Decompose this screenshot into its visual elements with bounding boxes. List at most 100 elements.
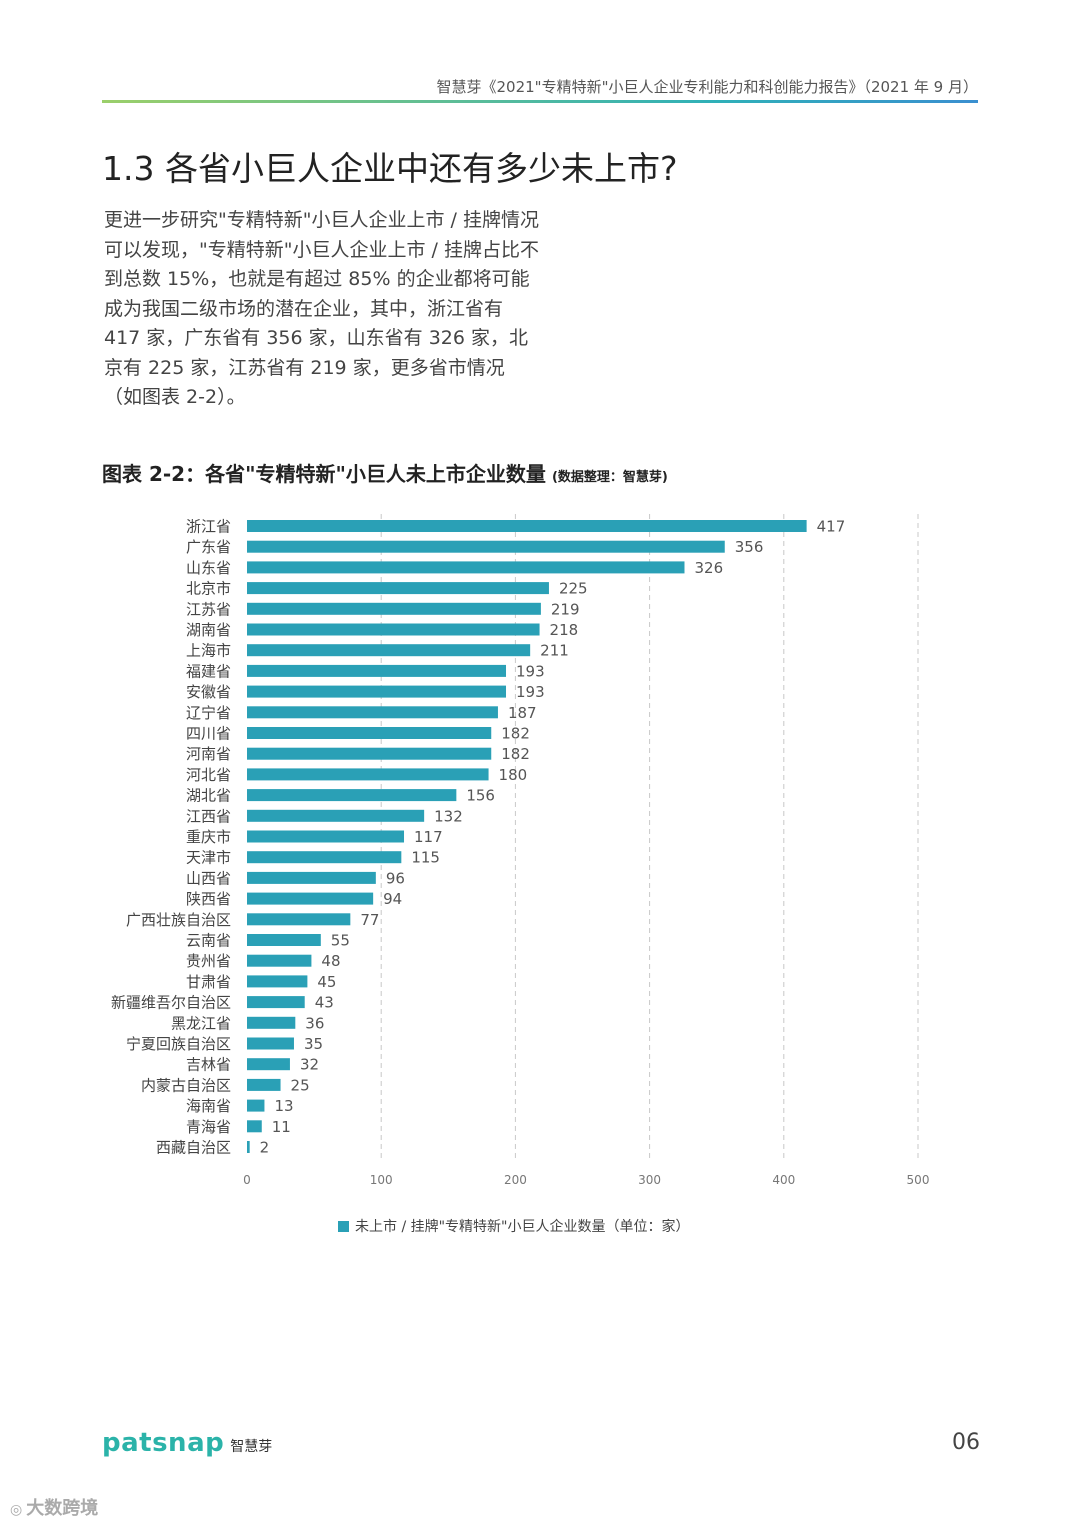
value-label: 48 bbox=[321, 952, 340, 970]
category-label: 广西壮族自治区 bbox=[126, 911, 231, 929]
category-label: 吉林省 bbox=[186, 1056, 231, 1074]
page-number: 06 bbox=[952, 1430, 980, 1455]
category-label: 新疆维吾尔自治区 bbox=[111, 994, 231, 1012]
x-tick-label: 100 bbox=[370, 1173, 393, 1187]
figure-caption-title: 图表 2-2：各省"专精特新"小巨人未上市企业数量 bbox=[102, 462, 546, 486]
bar bbox=[247, 789, 457, 802]
report-header-title: 智慧芽《2021"专精特新"小巨人企业专利能力和科创能力报告》（2021 年 9… bbox=[436, 78, 979, 96]
bar bbox=[247, 520, 807, 532]
value-label: 77 bbox=[360, 911, 379, 929]
value-label: 225 bbox=[559, 580, 588, 598]
category-label: 黑龙江省 bbox=[171, 1014, 231, 1032]
value-label: 219 bbox=[551, 600, 580, 618]
category-label: 陕西省 bbox=[186, 890, 231, 908]
value-label: 182 bbox=[501, 725, 530, 743]
category-label: 山西省 bbox=[186, 869, 231, 887]
figure-source-note: (数据整理：智慧芽) bbox=[551, 470, 668, 485]
category-label: 贵州省 bbox=[186, 952, 231, 970]
category-label: 内蒙古自治区 bbox=[141, 1076, 231, 1094]
category-label: 辽宁省 bbox=[186, 704, 231, 722]
bar bbox=[247, 809, 425, 822]
value-label: 180 bbox=[499, 766, 528, 784]
bar bbox=[247, 706, 498, 719]
x-tick-label: 300 bbox=[638, 1173, 661, 1187]
category-label: 云南省 bbox=[186, 932, 231, 950]
header-divider bbox=[102, 100, 978, 103]
value-label: 55 bbox=[331, 932, 350, 950]
category-label: 重庆市 bbox=[186, 828, 231, 846]
bar bbox=[247, 1078, 281, 1091]
category-label: 广东省 bbox=[186, 538, 231, 556]
value-label: 356 bbox=[735, 538, 764, 556]
category-label: 上海市 bbox=[186, 642, 231, 660]
category-label: 江苏省 bbox=[186, 600, 231, 618]
category-label: 安徽省 bbox=[186, 683, 231, 701]
bar bbox=[247, 582, 549, 595]
section-title: 1.3 各省小巨人企业中还有多少未上市? bbox=[102, 149, 678, 188]
category-label: 浙江省 bbox=[186, 518, 231, 536]
category-label: 福建省 bbox=[186, 662, 231, 680]
category-label: 海南省 bbox=[186, 1097, 231, 1115]
legend-swatch bbox=[338, 1220, 349, 1232]
bar bbox=[247, 851, 402, 864]
value-label: 36 bbox=[305, 1014, 324, 1032]
x-tick-label: 200 bbox=[504, 1173, 527, 1187]
bar bbox=[247, 934, 321, 946]
value-label: 182 bbox=[501, 745, 530, 763]
bar bbox=[247, 1099, 265, 1112]
value-label: 11 bbox=[272, 1118, 291, 1136]
weibo-icon: ◎ bbox=[10, 1502, 23, 1518]
value-label: 326 bbox=[694, 559, 723, 577]
category-label: 四川省 bbox=[186, 725, 231, 743]
bar bbox=[247, 975, 308, 988]
bar bbox=[247, 996, 305, 1009]
category-label: 江西省 bbox=[186, 807, 231, 825]
chart-legend: 未上市 / 挂牌"专精特新"小巨人企业数量（单位：家） bbox=[338, 1216, 690, 1236]
category-label: 天津市 bbox=[186, 849, 231, 867]
bar bbox=[247, 892, 374, 905]
value-label: 132 bbox=[434, 807, 463, 825]
category-label: 湖南省 bbox=[186, 621, 231, 639]
value-label: 117 bbox=[414, 828, 443, 846]
value-label: 187 bbox=[508, 704, 537, 722]
bar bbox=[247, 913, 351, 926]
value-label: 94 bbox=[383, 890, 402, 908]
value-label: 32 bbox=[300, 1056, 319, 1074]
value-label: 193 bbox=[516, 662, 545, 680]
bar bbox=[247, 1141, 250, 1153]
value-label: 2 bbox=[260, 1139, 270, 1157]
value-label: 96 bbox=[386, 869, 405, 887]
patsnap-logo-cn: 智慧芽 bbox=[230, 1439, 273, 1455]
bar bbox=[247, 561, 685, 574]
bar bbox=[247, 954, 312, 967]
bar bbox=[247, 685, 507, 698]
value-label: 115 bbox=[411, 849, 440, 867]
category-label: 河南省 bbox=[186, 745, 231, 763]
value-label: 45 bbox=[317, 973, 336, 991]
bar bbox=[247, 871, 376, 884]
value-label: 13 bbox=[274, 1097, 293, 1115]
legend-label: 未上市 / 挂牌"专精特新"小巨人企业数量（单位：家） bbox=[355, 1219, 690, 1235]
bar bbox=[247, 1120, 262, 1133]
x-tick-label: 400 bbox=[772, 1173, 795, 1187]
bar bbox=[247, 1058, 290, 1071]
category-label: 青海省 bbox=[186, 1118, 231, 1136]
value-label: 193 bbox=[516, 683, 545, 701]
category-label: 北京市 bbox=[186, 580, 231, 598]
value-label: 43 bbox=[315, 994, 334, 1012]
bar bbox=[247, 1016, 296, 1029]
x-tick-label: 0 bbox=[243, 1173, 251, 1187]
bar bbox=[247, 727, 492, 739]
bar bbox=[247, 747, 492, 760]
bar bbox=[247, 768, 489, 781]
patsnap-logo-word: patsnap bbox=[102, 1428, 225, 1458]
category-label: 宁夏回族自治区 bbox=[126, 1035, 231, 1053]
value-label: 417 bbox=[817, 518, 846, 536]
value-label: 211 bbox=[540, 642, 569, 660]
value-label: 25 bbox=[291, 1076, 310, 1094]
bar bbox=[247, 602, 541, 615]
bar bbox=[247, 664, 507, 677]
category-label: 甘肃省 bbox=[186, 973, 231, 991]
value-label: 156 bbox=[466, 787, 495, 805]
category-label: 西藏自治区 bbox=[156, 1139, 231, 1157]
